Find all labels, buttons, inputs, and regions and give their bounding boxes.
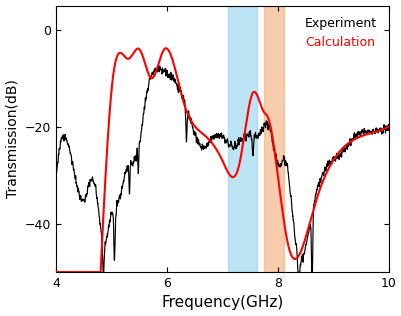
Bar: [227, 6, 256, 272]
Y-axis label: Transmission(dB): Transmission(dB): [6, 79, 20, 198]
Bar: [263, 6, 284, 272]
Legend: Experiment, Calculation: Experiment, Calculation: [300, 12, 381, 54]
X-axis label: Frequency(GHz): Frequency(GHz): [161, 295, 283, 310]
